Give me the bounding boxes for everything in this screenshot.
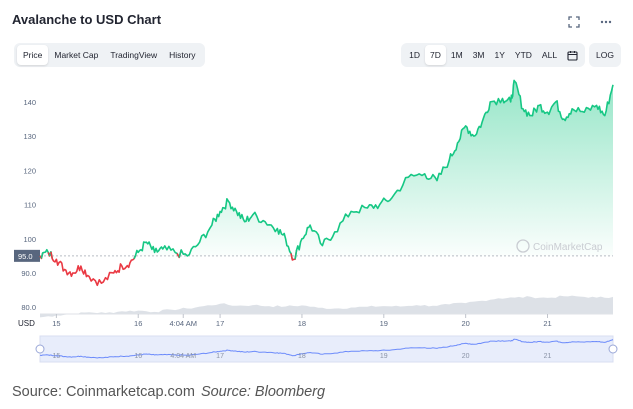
range-7d[interactable]: 7D [425,45,446,65]
widget-actions [567,15,613,29]
x-tick-label: 20 [461,319,469,328]
y-tick-label: 100 [23,235,36,244]
range-controls: 1D 7D 1M 3M 1Y YTD ALL LOG [401,43,621,67]
reference-price-label: 95.0 [18,252,33,261]
x-tick-label: 18 [298,319,306,328]
caption-source-1: Source: Coinmarketcap.com [12,384,195,400]
y-tick-label: 80.0 [21,303,36,312]
chart-widget: Avalanche to USD Chart Price Market Cap … [0,0,633,380]
navigator-tick-label: 18 [298,353,306,360]
x-tick-label: 17 [216,319,224,328]
tab-tradingview[interactable]: TradingView [110,50,158,60]
tab-history[interactable]: History [169,50,196,60]
currency-label: USD [18,319,35,328]
range-1d[interactable]: 1D [409,50,421,60]
fullscreen-icon[interactable] [567,15,581,29]
x-tick-label: 15 [52,319,60,328]
volume-area [40,295,613,318]
price-line-down [50,251,137,287]
more-icon[interactable] [599,15,613,29]
range-ytd[interactable]: YTD [514,50,532,60]
navigator-line [39,338,614,359]
coinmarketcap-logo-icon [516,239,530,253]
image-caption: Source: Coinmarketcap.com Source: Bloombe… [12,384,325,400]
watermark-text: CoinMarketCap [533,242,603,253]
price-line-up [178,198,294,261]
y-tick-label: 130 [23,132,36,141]
chart-title: Avalanche to USD Chart [12,12,162,27]
x-tick-label: 21 [543,319,551,328]
tab-market-cap[interactable]: Market Cap [54,50,99,60]
price-fill-layer [40,80,613,256]
range-1m[interactable]: 1M [450,50,463,60]
range-1y[interactable]: 1Y [494,50,505,60]
range-tabs: 1D 7D 1M 3M 1Y YTD ALL [401,43,586,67]
x-tick-label: 4:04 AM [169,319,197,328]
y-tick-label: 90.0 [21,269,36,278]
navigator-right-handle[interactable] [608,344,618,354]
navigator-left-handle[interactable] [35,344,45,354]
navigator-tick-label: 16 [134,353,142,360]
navigator-tick-label: 20 [462,353,470,360]
caption-source-2: Source: Bloomberg [200,384,326,400]
price-line-up [133,241,180,260]
reference-layer: 95.0 [14,249,613,262]
x-tick-label: 16 [134,319,142,328]
navigator-tick-label: 19 [380,353,388,360]
range-3m[interactable]: 3M [472,50,485,60]
reference-price-tag [14,249,40,262]
range-navigator[interactable]: 15 16 4:04 AM 17 18 19 20 21 [35,335,618,363]
watermark: CoinMarketCap [516,239,603,253]
price-area-fill [40,80,613,256]
y-tick-label: 140 [23,98,36,107]
price-chart[interactable]: 95.0 CoinMarketCap 140 130 120 110 100 90.0 80… [0,0,633,380]
log-scale-button[interactable]: LOG [589,43,621,67]
y-tick-label: 110 [24,201,36,210]
y-axis: 140 130 120 110 100 90.0 80.0 [21,98,36,312]
x-tick-label: 19 [380,319,388,328]
view-tabs: Price Market Cap TradingView History [14,43,205,67]
navigator-tick-label: 4:04 AM [170,353,196,360]
navigator-track[interactable] [39,335,614,363]
navigator-tick-label: 15 [52,353,60,360]
price-line-layer [39,79,614,287]
x-axis: 15 16 4:04 AM 17 18 19 20 21 [52,314,552,328]
volume-layer [40,295,613,318]
navigator-tick-label: 17 [216,353,224,360]
range-all[interactable]: ALL [541,50,558,60]
tab-price[interactable]: Price [17,45,49,65]
navigator-tick-label: 21 [544,353,552,360]
price-line-up [294,79,614,260]
y-tick-label: 120 [23,166,36,175]
calendar-icon[interactable] [562,46,582,64]
